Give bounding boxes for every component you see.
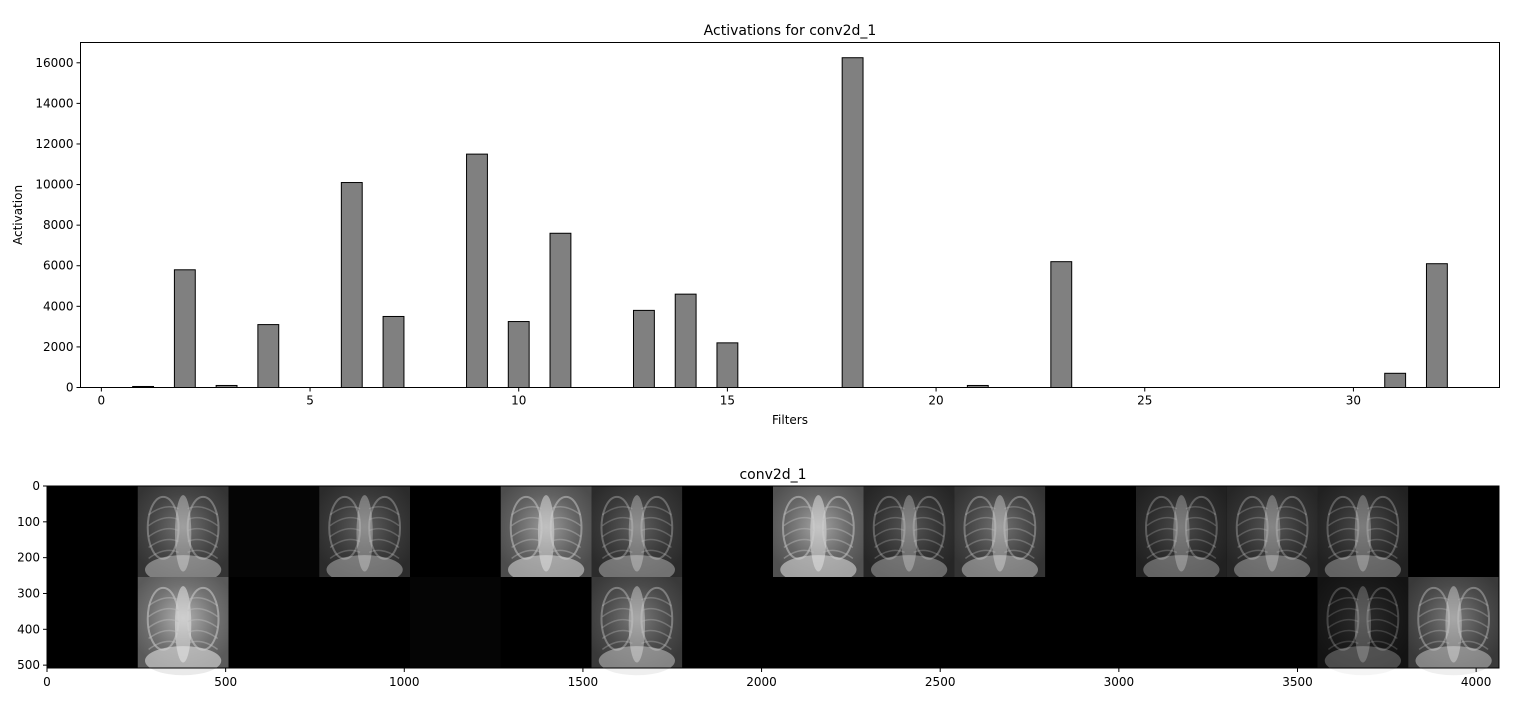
activation-tile	[863, 486, 955, 585]
grid-y-ticks: 0 100 200 300 400 500	[17, 479, 47, 672]
activation-tile	[773, 577, 864, 668]
activation-tile	[954, 486, 1046, 585]
activation-tile	[1045, 577, 1136, 668]
activation-tile	[682, 577, 773, 668]
bar-filter-23	[1050, 261, 1073, 389]
bar-filter-32	[1425, 263, 1448, 388]
activation-grid-frame	[46, 485, 1500, 669]
bar-series	[132, 57, 1448, 389]
bar-y-tick-label: 16000	[35, 56, 73, 70]
bar-x-tick-label: 30	[1346, 394, 1361, 408]
bar-y-tick-label: 6000	[43, 259, 74, 273]
grid-y-tick-label: 0	[32, 479, 40, 493]
bar-x-tick-label: 25	[1137, 394, 1152, 408]
activation-tile	[500, 577, 592, 668]
grid-x-tick-label: 2000	[746, 675, 777, 689]
activation-tile	[137, 486, 229, 585]
activation-tile	[410, 577, 501, 668]
grid-x-tick-label: 3500	[1282, 675, 1313, 689]
bar-y-tick-label: 4000	[43, 299, 74, 313]
grid-x-tick-label: 1500	[568, 675, 599, 689]
activation-tile	[47, 577, 138, 668]
grid-y-tick-label: 300	[17, 586, 40, 600]
bar-filter-11	[549, 232, 572, 388]
grid-y-tick-label: 400	[17, 622, 40, 636]
activation-tile	[863, 577, 955, 668]
activation-tile	[319, 577, 410, 668]
bar-filter-2	[173, 269, 196, 389]
activation-tile	[682, 486, 773, 577]
activation-tile	[319, 486, 410, 585]
activation-tile	[1408, 577, 1499, 676]
grid-x-tick-label: 0	[43, 675, 51, 689]
bar-x-tick-label: 5	[306, 394, 314, 408]
bar-x-ticks: 0 5 10 15 20 25 30	[98, 387, 1361, 408]
grid-x-tick-label: 4000	[1461, 675, 1492, 689]
bar-x-tick-label: 20	[928, 394, 943, 408]
bar-y-tick-label: 8000	[43, 218, 74, 232]
activation-tile	[1045, 486, 1136, 577]
activation-tile	[1136, 577, 1227, 668]
grid-x-ticks: 0 500 1000 1500 2000 2500 3000 3500 4000	[43, 668, 1491, 689]
bar-x-tick-label: 15	[720, 394, 735, 408]
grid-y-tick-label: 500	[17, 658, 40, 672]
grid-x-tick-label: 500	[214, 675, 237, 689]
activation-tile	[410, 486, 501, 577]
bar-x-tick-label: 0	[98, 394, 106, 408]
bar-filter-14	[674, 293, 697, 389]
activation-tile	[228, 577, 320, 668]
activation-tile	[500, 486, 592, 585]
bar-filter-6	[340, 182, 363, 388]
bar-filter-13	[632, 309, 655, 388]
bar-x-axis-label: Filters	[772, 413, 808, 427]
bar-filter-31	[1384, 372, 1407, 389]
activation-tile	[591, 577, 683, 676]
activation-grid-title: conv2d_1	[739, 467, 806, 483]
activation-tile	[773, 486, 864, 585]
activation-tile	[954, 577, 1046, 668]
bar-filter-18	[841, 57, 864, 389]
activation-tile	[1408, 486, 1499, 577]
activation-tile	[47, 486, 138, 577]
activation-tile	[228, 486, 320, 577]
grid-x-tick-label: 2500	[925, 675, 956, 689]
bar-y-tick-label: 12000	[35, 137, 73, 151]
bar-y-tick-label: 10000	[35, 178, 73, 192]
activation-tile	[1136, 486, 1227, 585]
bar-filter-4	[257, 324, 280, 388]
activation-tile	[1317, 577, 1409, 676]
bar-y-axis-label: Activation	[11, 185, 25, 245]
bar-y-tick-label: 0	[66, 381, 74, 395]
grid-x-tick-label: 1000	[389, 675, 420, 689]
bar-filter-7	[382, 315, 405, 388]
grid-x-tick-label: 3000	[1104, 675, 1135, 689]
activation-tile	[1226, 577, 1318, 668]
activation-tile	[1317, 486, 1409, 585]
bar-chart: Activations for conv2d_1 0 5 10 15 20 25 30 0 2…	[11, 23, 1500, 427]
bar-chart-title: Activations for conv2d_1	[704, 23, 877, 39]
grid-y-tick-label: 200	[17, 551, 40, 565]
bar-y-tick-label: 14000	[35, 96, 73, 110]
bar-y-tick-label: 2000	[43, 340, 74, 354]
bar-filter-15	[716, 342, 739, 388]
activation-grid-chart: conv2d_1 0 500 1000 1500 2000 2500 3000 3500 400…	[17, 467, 1500, 689]
activation-tile	[137, 577, 229, 676]
activation-tiles	[47, 486, 1499, 676]
activation-tile	[591, 486, 683, 585]
bar-filter-9	[466, 153, 488, 388]
bar-y-ticks: 0 2000 4000 6000 8000 10000 12000 14000 16000	[35, 56, 81, 395]
bar-filter-10	[507, 321, 530, 389]
grid-y-tick-label: 100	[17, 515, 40, 529]
activation-tile	[1226, 486, 1318, 585]
bar-plot-frame	[80, 42, 1500, 388]
bar-x-tick-label: 10	[511, 394, 526, 408]
